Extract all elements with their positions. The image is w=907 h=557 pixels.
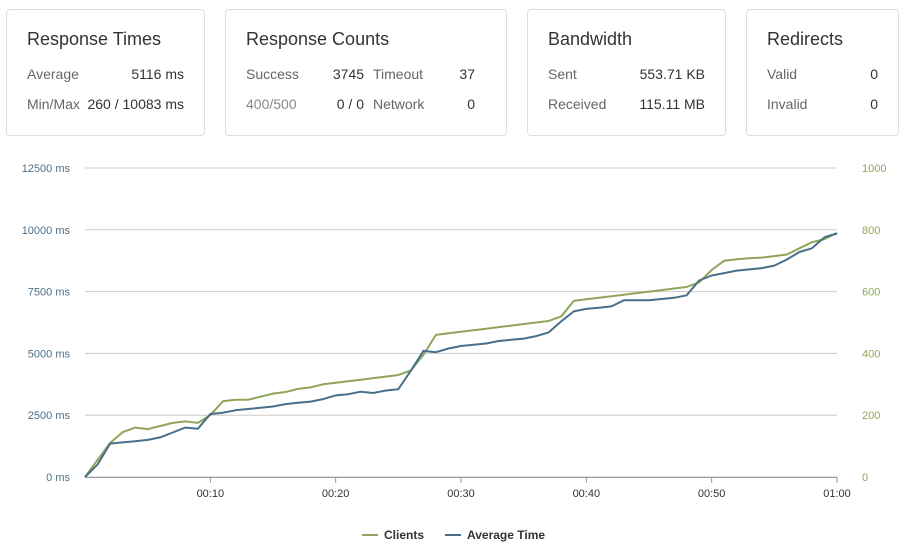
invalid-label: Invalid [767, 96, 808, 112]
minmax-label: Min/Max [27, 96, 80, 112]
response-chart: 0 ms 2500 ms 5000 ms 7500 ms 10000 ms 12500 m… [22, 163, 887, 500]
x-tick-label: 00:40 [573, 488, 601, 500]
response-times-title: Response Times [27, 29, 162, 49]
y-right-tick-label: 0 [862, 472, 868, 484]
redirects-title: Redirects [767, 29, 844, 49]
valid-label: Valid [767, 66, 798, 82]
bandwidth-card: Bandwidth Sent 553.71 KB Received 115.11… [527, 9, 726, 136]
success-value: 3745 [332, 66, 364, 82]
timeout-value: 37 [459, 66, 475, 82]
error-label: 400/500 [246, 96, 297, 112]
x-tick-label: 00:20 [322, 488, 350, 500]
y-right-tick-label: 400 [862, 348, 880, 360]
error-value: 0 / 0 [336, 96, 364, 112]
y-left-tick-label: 0 ms [46, 472, 70, 484]
redirects-card: Redirects Valid 0 Invalid 0 [746, 9, 899, 136]
y-left-tick-label: 7500 ms [28, 287, 71, 299]
timeout-label: Timeout [373, 66, 424, 82]
response-times-card: Response Times Average 5116 ms Min/Max 2… [6, 9, 205, 136]
average-value: 5116 ms [131, 66, 184, 82]
y-left-tick-label: 10000 ms [22, 225, 71, 237]
response-counts-title: Response Counts [246, 29, 390, 49]
minmax-value: 260 / 10083 ms [87, 96, 184, 112]
average-label: Average [27, 66, 79, 82]
legend-label-clients: Clients [384, 528, 425, 542]
y-right-tick-label: 800 [862, 225, 880, 237]
success-label: Success [246, 66, 299, 82]
response-counts-card: Response Counts Success 3745 Timeout 37 … [225, 9, 507, 136]
network-label: Network [373, 96, 425, 112]
sent-value: 553.71 KB [639, 66, 705, 82]
y-right-tick-label: 600 [862, 287, 880, 299]
bandwidth-title: Bandwidth [548, 29, 633, 49]
y-right-tick-label: 200 [862, 410, 880, 422]
invalid-value: 0 [870, 96, 878, 112]
series-line-average-time [84, 232, 838, 478]
received-value: 115.11 MB [639, 96, 705, 112]
y-right-tick-label: 1000 [862, 163, 886, 175]
y-left-tick-label: 12500 ms [22, 163, 71, 175]
legend-item-average-time[interactable]: Average Time [445, 528, 545, 542]
legend-swatch-average-time [445, 533, 461, 536]
y-left-tick-label: 2500 ms [28, 410, 71, 422]
sent-label: Sent [548, 66, 577, 82]
received-label: Received [548, 96, 607, 112]
legend-swatch-clients [362, 533, 378, 536]
chart-legend: Clients Average Time [0, 528, 907, 548]
y-left-tick-label: 5000 ms [28, 348, 71, 360]
valid-value: 0 [870, 66, 878, 82]
x-tick-label: 00:30 [447, 488, 475, 500]
x-tick-label: 01:00 [823, 488, 851, 500]
x-tick-label: 00:10 [197, 488, 225, 500]
x-tick-label: 00:50 [698, 488, 726, 500]
network-value: 0 [467, 96, 475, 112]
legend-item-clients[interactable]: Clients [362, 528, 424, 542]
series-line-clients [84, 232, 838, 478]
legend-label-average-time: Average Time [467, 528, 546, 542]
